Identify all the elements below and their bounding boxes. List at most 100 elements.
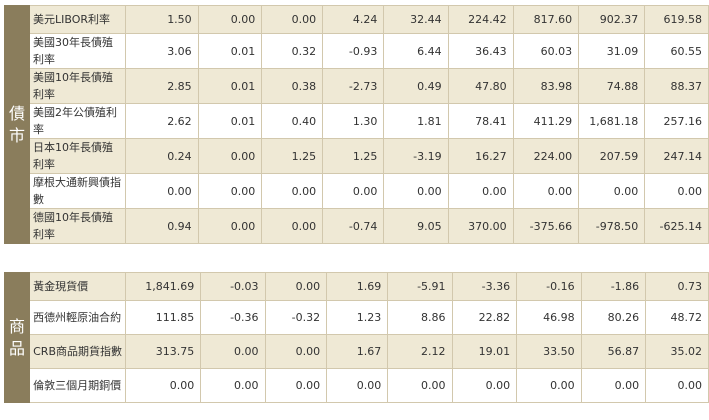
value-cell: -0.36 xyxy=(200,300,266,335)
value-cell: 0.00 xyxy=(197,5,263,34)
value-cell: 1.81 xyxy=(383,103,449,139)
value-cell: 0.00 xyxy=(264,368,328,403)
value-cell: 60.03 xyxy=(512,33,580,69)
bond-market-table: 債市美元LIBOR利率 1.50 0.00 0.00 4.24 32.44 224.42 81… xyxy=(3,5,709,244)
value-cell: 8.86 xyxy=(387,300,453,335)
value-cell: 0.00 xyxy=(578,173,646,209)
value-cell: 0.94 xyxy=(125,208,199,244)
value-cell: -0.32 xyxy=(264,300,328,335)
category-bonds-label: 債市 xyxy=(3,5,31,244)
value-cell: 6.44 xyxy=(383,33,449,69)
value-cell: 0.00 xyxy=(200,368,266,403)
value-cell: 35.02 xyxy=(645,334,709,369)
value-cell: 207.59 xyxy=(578,138,646,174)
value-cell: 33.50 xyxy=(516,334,582,369)
table-row: 倫敦三個月期銅價 0.00 0.00 0.00 0.00 0.00 0.00 0.00 0.00… xyxy=(5,368,709,403)
value-cell: 1.69 xyxy=(326,272,389,301)
value-cell: 224.42 xyxy=(447,5,514,34)
row-name: 西德州輕原油合約 xyxy=(29,300,127,335)
value-cell: 0.00 xyxy=(516,368,582,403)
value-cell: -3.19 xyxy=(383,138,449,174)
value-cell: 0.01 xyxy=(197,68,263,104)
value-cell: 0.00 xyxy=(580,368,647,403)
value-cell: -2.73 xyxy=(322,68,385,104)
value-cell: 0.73 xyxy=(645,272,709,301)
value-cell: 370.00 xyxy=(447,208,514,244)
value-cell: 2.12 xyxy=(387,334,453,369)
value-cell: 817.60 xyxy=(512,5,580,34)
value-cell: 1,841.69 xyxy=(125,272,202,301)
value-cell: 80.26 xyxy=(580,300,647,335)
value-cell: 0.00 xyxy=(261,5,324,34)
row-name: 黃金現貨價 xyxy=(29,272,127,301)
value-cell: -0.93 xyxy=(322,33,385,69)
value-cell: -0.03 xyxy=(200,272,266,301)
category-label-char: 債 xyxy=(9,103,26,123)
value-cell: 257.16 xyxy=(644,103,709,139)
table-row: 德國10年長債殖利率 0.94 0.00 0.00 -0.74 9.05 370.00 -37… xyxy=(5,208,709,244)
value-cell: 74.88 xyxy=(578,68,646,104)
value-cell: 4.24 xyxy=(322,5,385,34)
value-cell: 2.85 xyxy=(125,68,199,104)
value-cell: 46.98 xyxy=(516,300,582,335)
value-cell: 0.00 xyxy=(261,208,324,244)
value-cell: -375.66 xyxy=(512,208,580,244)
row-name: 日本10年長債殖利率 xyxy=(29,138,127,174)
value-cell: 47.80 xyxy=(447,68,514,104)
value-cell: 36.43 xyxy=(447,33,514,69)
value-cell: -625.14 xyxy=(644,208,709,244)
value-cell: 0.24 xyxy=(125,138,199,174)
value-cell: 0.00 xyxy=(197,208,263,244)
value-cell: 2.62 xyxy=(125,103,199,139)
value-cell: 3.06 xyxy=(125,33,199,69)
value-cell: 1,681.18 xyxy=(578,103,646,139)
value-cell: 1.25 xyxy=(322,138,385,174)
value-cell: 0.00 xyxy=(125,173,199,209)
value-cell: 902.37 xyxy=(578,5,646,34)
table-row: CRB商品期貨指數 313.75 0.00 0.00 1.67 2.12 19.01 33.5… xyxy=(5,334,709,369)
value-cell: -0.16 xyxy=(516,272,582,301)
value-cell: 0.49 xyxy=(383,68,449,104)
value-cell: 619.58 xyxy=(644,5,709,34)
row-name: 德國10年長債殖利率 xyxy=(29,208,127,244)
value-cell: 313.75 xyxy=(125,334,202,369)
value-cell: 31.09 xyxy=(578,33,646,69)
value-cell: 1.67 xyxy=(326,334,389,369)
value-cell: 19.01 xyxy=(451,334,518,369)
value-cell: 0.01 xyxy=(197,103,263,139)
value-cell: -3.36 xyxy=(451,272,518,301)
value-cell: -1.86 xyxy=(580,272,647,301)
commodities-table: 商品黃金現貨價 1,841.69 -0.03 0.00 1.69 -5.91 -3.36 -0… xyxy=(3,272,709,403)
value-cell: 0.00 xyxy=(512,173,580,209)
value-cell: 1.30 xyxy=(322,103,385,139)
table-row: 西德州輕原油合約 111.85 -0.36 -0.32 1.23 8.86 22.82 46.… xyxy=(5,300,709,335)
value-cell: 0.32 xyxy=(261,33,324,69)
table-row: 美國10年長債殖利率 2.85 0.01 0.38 -2.73 0.49 47.80 83.9… xyxy=(5,68,709,104)
category-label-char: 商 xyxy=(9,316,26,336)
value-cell: 0.00 xyxy=(326,368,389,403)
value-cell: 0.00 xyxy=(451,368,518,403)
table-row: 商品黃金現貨價 1,841.69 -0.03 0.00 1.69 -5.91 -3.36 -0… xyxy=(3,272,709,403)
value-cell: 411.29 xyxy=(512,103,580,139)
table-row: 摩根大通新興債指數 0.00 0.00 0.00 0.00 0.00 0.00 0.00 0.0… xyxy=(5,173,709,209)
value-cell: -978.50 xyxy=(578,208,646,244)
value-cell: 0.00 xyxy=(197,173,263,209)
table-row: 美國30年長債殖利率 3.06 0.01 0.32 -0.93 6.44 36.43 60.0… xyxy=(5,33,709,69)
value-cell: 1.50 xyxy=(125,5,199,34)
category-label-char: 品 xyxy=(9,338,26,358)
value-cell: 0.00 xyxy=(125,368,202,403)
value-cell: 0.00 xyxy=(322,173,385,209)
value-cell: 0.38 xyxy=(261,68,324,104)
value-cell: 56.87 xyxy=(580,334,647,369)
value-cell: 48.72 xyxy=(645,300,709,335)
value-cell: 83.98 xyxy=(512,68,580,104)
value-cell: 1.23 xyxy=(326,300,389,335)
value-cell: -0.74 xyxy=(322,208,385,244)
category-label-char: 市 xyxy=(9,125,26,145)
value-cell: 247.14 xyxy=(644,138,709,174)
value-cell: 224.00 xyxy=(512,138,580,174)
value-cell: 0.00 xyxy=(200,334,266,369)
value-cell: 111.85 xyxy=(125,300,202,335)
value-cell: 32.44 xyxy=(383,5,449,34)
value-cell: 0.01 xyxy=(197,33,263,69)
